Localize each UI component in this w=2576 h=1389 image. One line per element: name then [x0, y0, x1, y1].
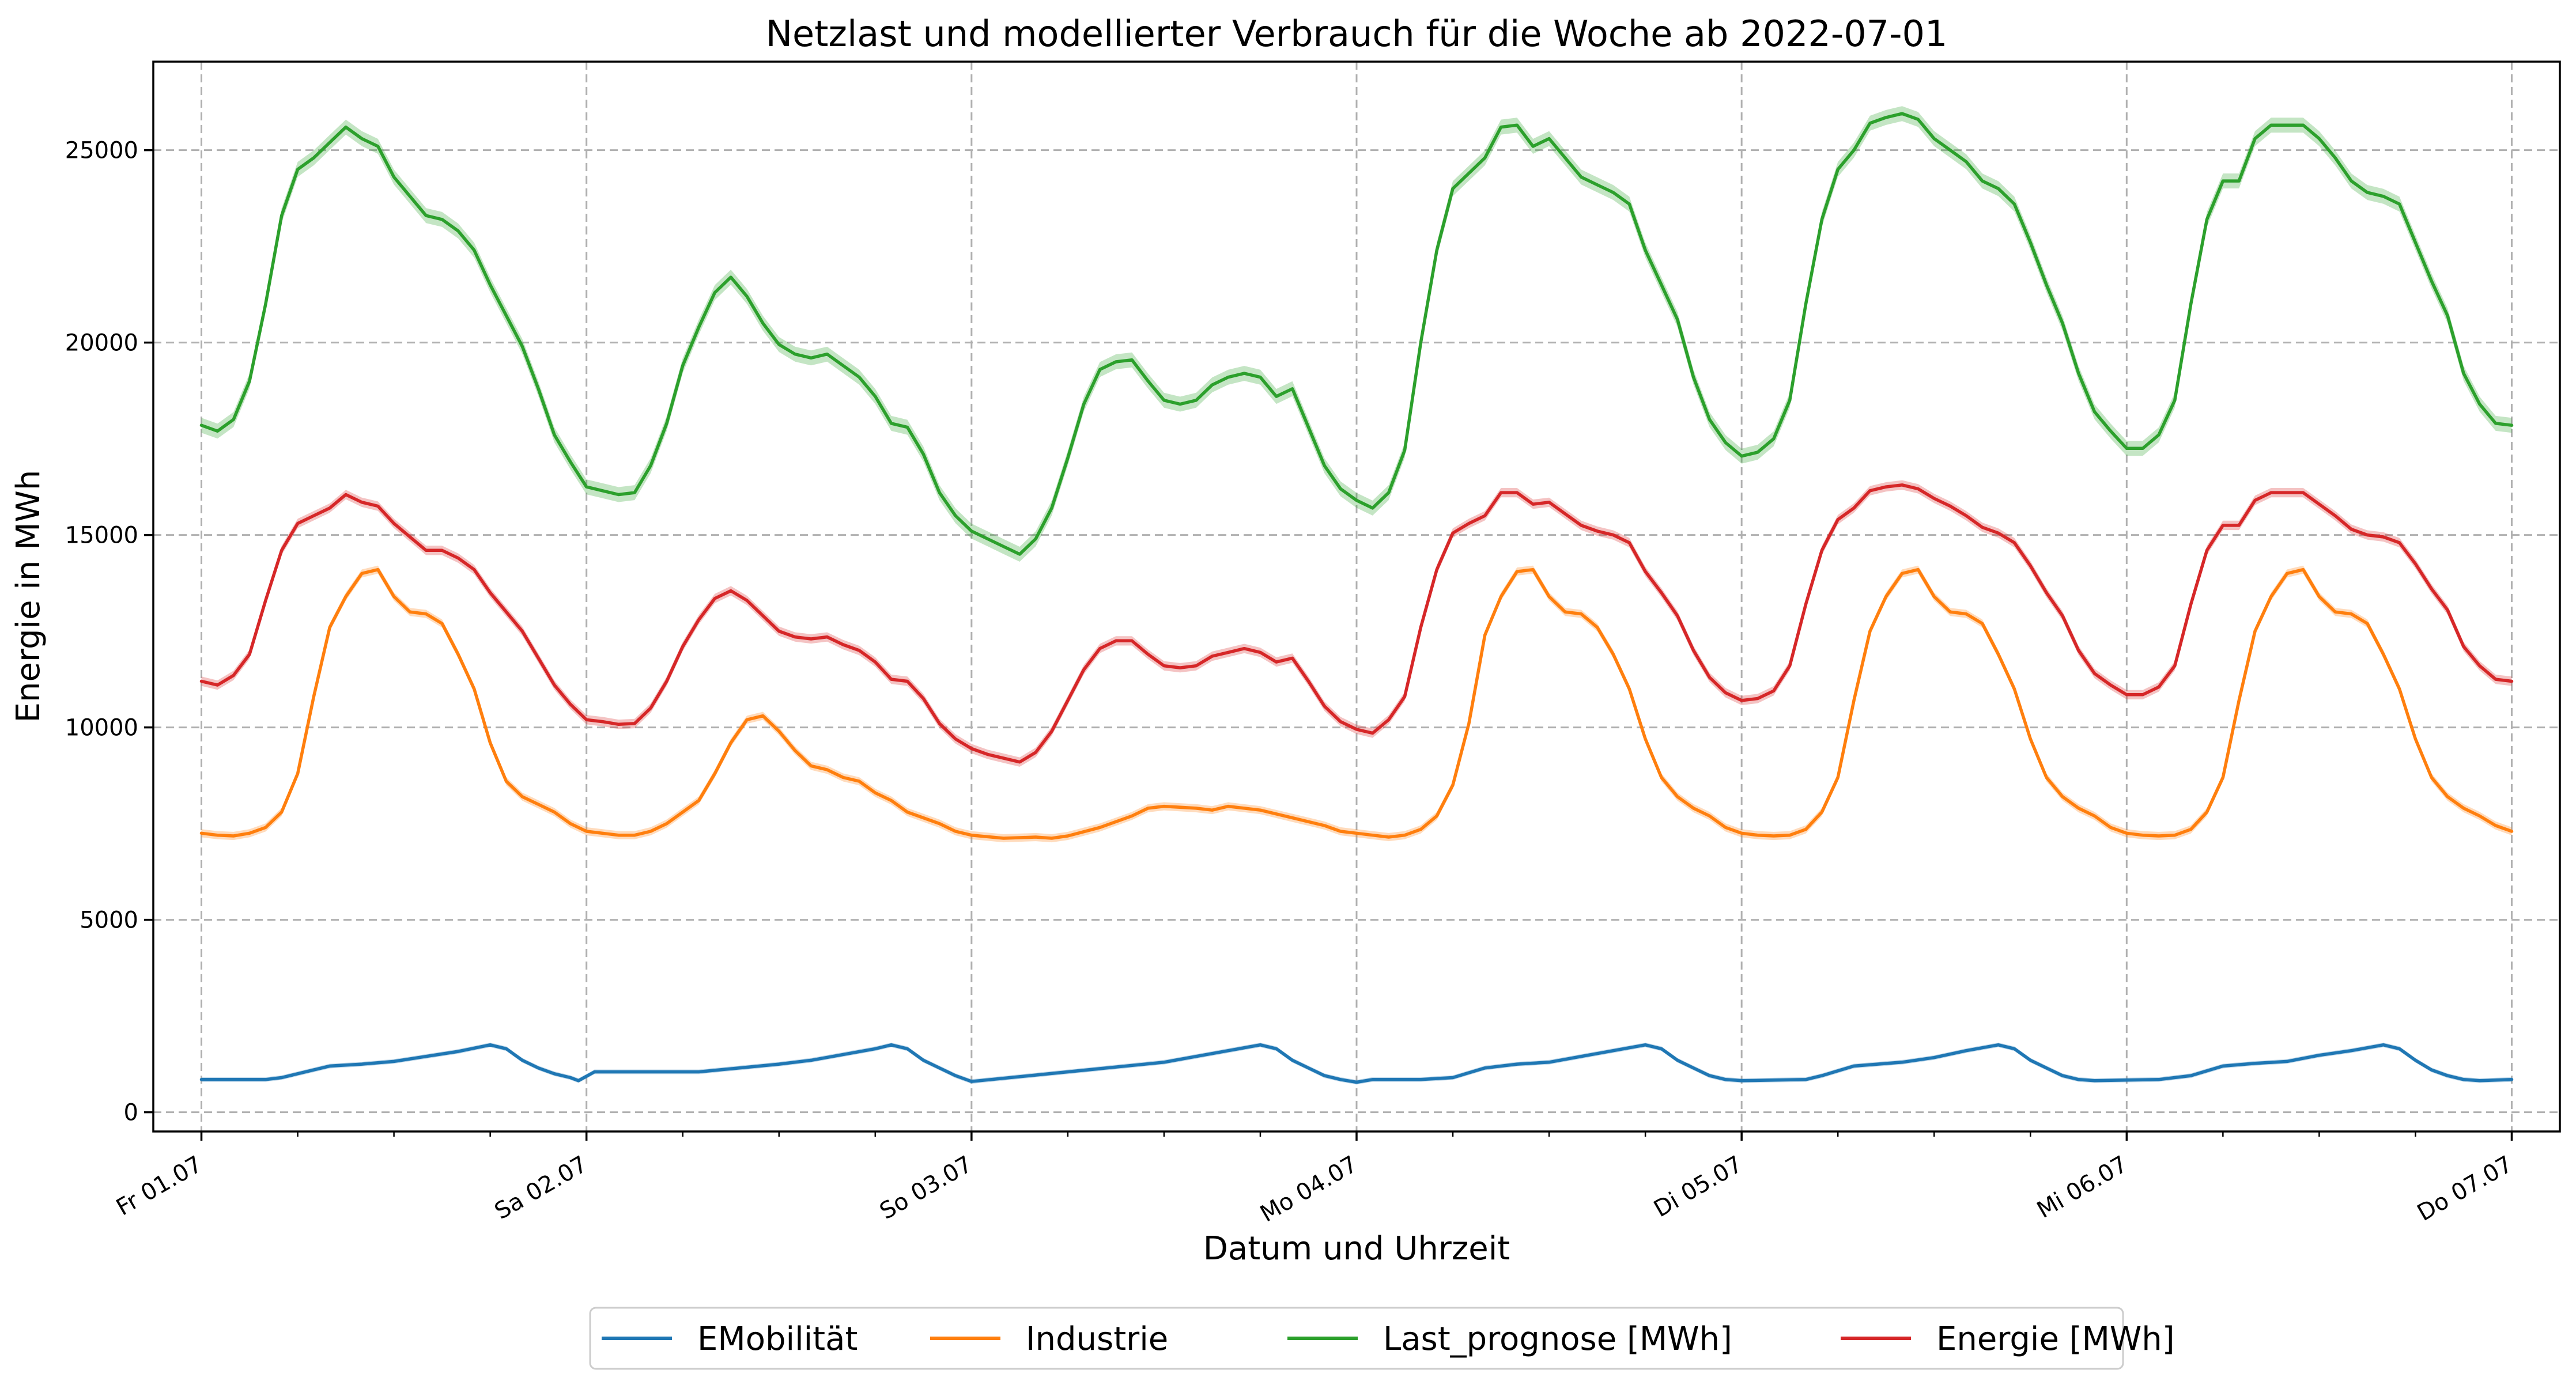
- y-tick-label: 5000: [80, 907, 138, 934]
- series-lines: [199, 112, 2514, 1084]
- y-tick-label: 20000: [65, 330, 138, 357]
- legend-item: Industrie: [930, 1320, 1168, 1358]
- grid: [153, 62, 2560, 1131]
- y-tick-label: 25000: [65, 138, 138, 164]
- series-line: [199, 483, 2514, 764]
- legend-item: Last_prognose [MWh]: [1287, 1320, 1732, 1358]
- chart-title: Netzlast und modellierter Verbrauch für …: [766, 13, 1948, 55]
- legend-label: EMobilität: [697, 1320, 858, 1358]
- series-line: [199, 1043, 2514, 1084]
- legend-label: Energie [MWh]: [1936, 1320, 2175, 1358]
- legend-items: EMobilität Industrie Last_prognose [MWh] En…: [602, 1320, 2175, 1358]
- y-tick-label: 10000: [65, 715, 138, 741]
- series-line: [199, 567, 2514, 840]
- legend-item: Energie [MWh]: [1841, 1320, 2175, 1358]
- legend: EMobilität Industrie Last_prognose [MWh] En…: [589, 1307, 2175, 1370]
- series-line: [199, 112, 2514, 556]
- x-axis-label: Datum und Uhrzeit: [1203, 1230, 1510, 1267]
- y-tick-label: 15000: [65, 523, 138, 549]
- legend-item: EMobilität: [602, 1320, 858, 1358]
- legend-label: Last_prognose [MWh]: [1383, 1320, 1732, 1358]
- y-tick-label: 0: [124, 1100, 138, 1126]
- y-axis-label: Energie in MWh: [10, 470, 47, 723]
- legend-label: Industrie: [1026, 1320, 1168, 1358]
